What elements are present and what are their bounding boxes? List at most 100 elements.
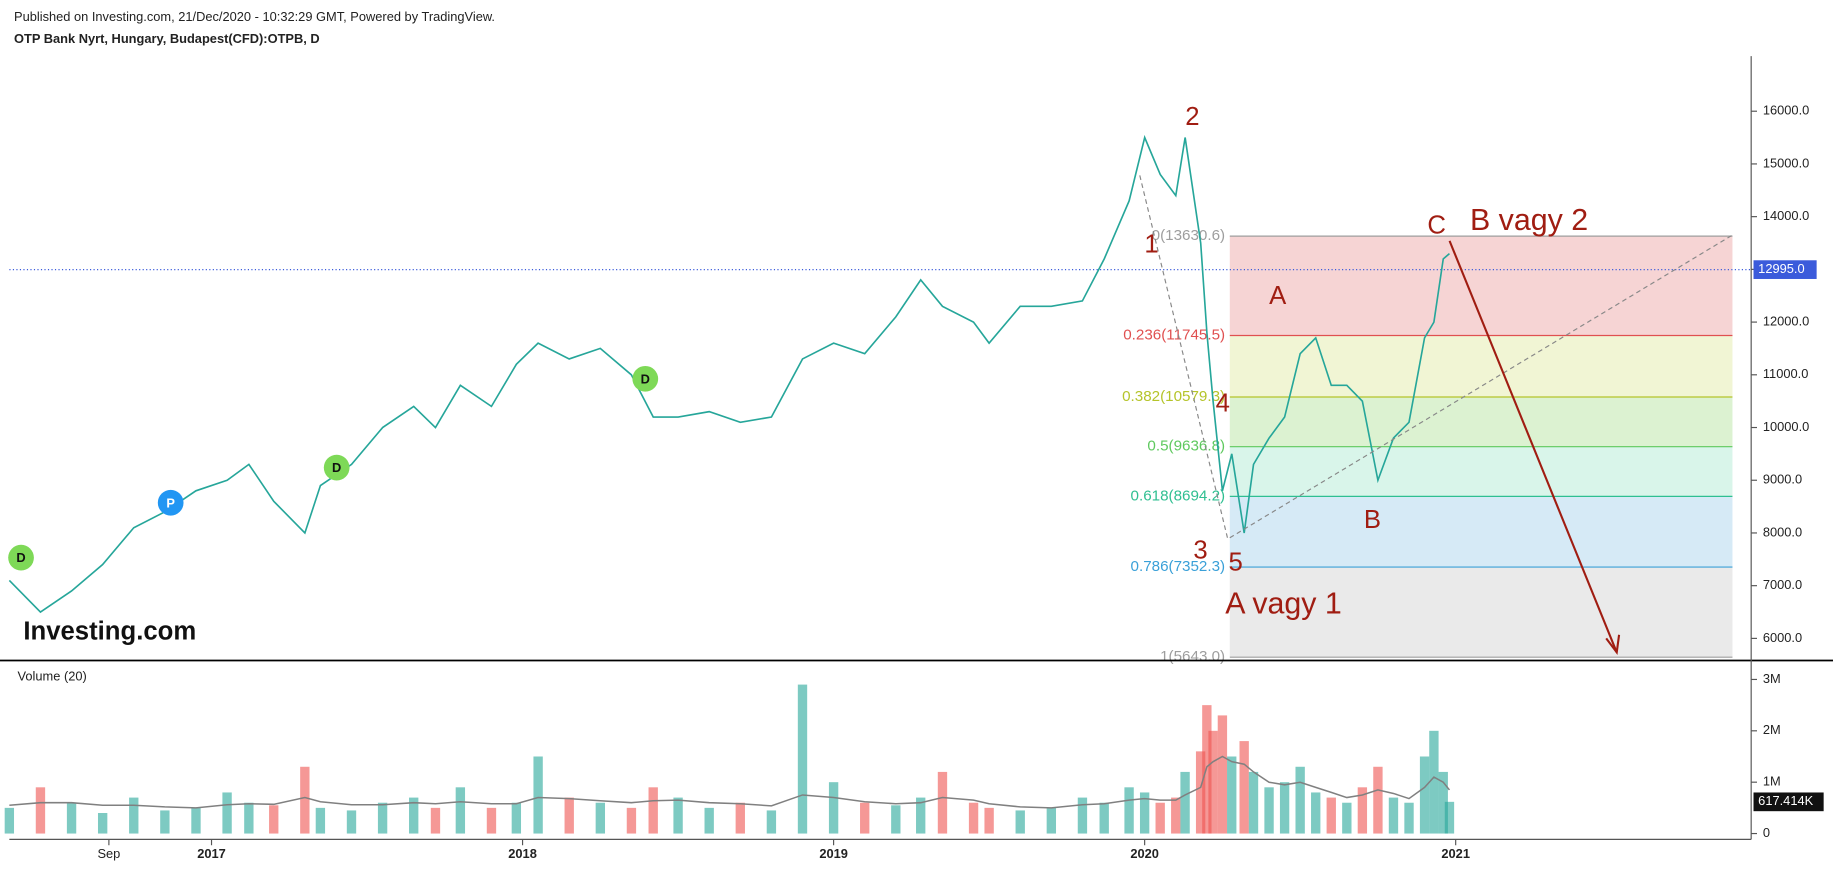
volume-bar [984, 807, 994, 834]
volume-bar [1373, 766, 1383, 834]
volume-bar [1217, 715, 1228, 834]
volume-bar [300, 766, 310, 834]
volume-bar [626, 807, 637, 834]
volume-bar [1357, 787, 1368, 834]
last-price-box [1753, 260, 1817, 279]
volume-bar [766, 810, 777, 834]
volume-bar [409, 797, 419, 834]
volume-bar [533, 756, 543, 834]
volume-bar [1264, 787, 1274, 834]
price-line [8, 134, 1450, 614]
volume-bar [1295, 766, 1305, 834]
y-tick-label: 15000.0 [1763, 155, 1809, 170]
x-tick-label: 2020 [1130, 846, 1159, 861]
published-note: Published on Investing.com, 21/Dec/2020 … [14, 9, 495, 24]
volume-tick-label: 2M [1763, 722, 1781, 737]
volume-bar [1429, 730, 1439, 834]
wave-label: B [1364, 506, 1381, 534]
wave-label: 4 [1216, 389, 1230, 417]
volume-bar [1155, 802, 1165, 834]
symbol-title: OTP Bank Nyrt, Hungary, Budapest(CFD):OT… [14, 31, 320, 46]
volume-bar [1342, 802, 1352, 834]
y-tick-label: 11000.0 [1763, 366, 1808, 381]
volume-tick-label: 0 [1763, 825, 1770, 840]
volume-bar [244, 802, 254, 834]
volume-bar [1227, 756, 1237, 834]
event-label: P [166, 495, 175, 510]
wave-label: B vagy 2 [1470, 203, 1588, 237]
volume-bar [1311, 792, 1321, 834]
volume-bar [1015, 810, 1025, 834]
y-tick-label: 6000.0 [1763, 630, 1802, 645]
volume-last-label: 617.414K [1758, 793, 1813, 808]
y-tick-label: 8000.0 [1763, 524, 1802, 539]
volume-bar [916, 797, 926, 834]
volume-bar [860, 802, 870, 834]
volume-bar [97, 813, 108, 834]
forecast-arrow [1448, 240, 1618, 653]
volume-bar [937, 771, 948, 834]
volume-ma [9, 755, 1451, 809]
fib-zone [1229, 496, 1733, 568]
volume-bar [1438, 771, 1448, 834]
volume-bar [1279, 782, 1290, 834]
volume-bar [1077, 797, 1088, 834]
wave-label: A vagy 1 [1225, 587, 1342, 621]
fib-label: 0.5(9636.8) [1147, 438, 1225, 455]
volume-bar [1419, 756, 1430, 834]
volume-bar [704, 807, 714, 834]
fib-label: 0.618(8694.2) [1131, 487, 1226, 504]
volume-bar [1326, 797, 1336, 834]
volume-bar [66, 802, 77, 834]
event-marker [323, 454, 350, 481]
watermark: Investing.com [23, 617, 196, 645]
event-label: D [641, 371, 650, 386]
wave-label: 5 [1228, 548, 1242, 576]
volume-bar [735, 802, 745, 834]
wave-label: A [1269, 282, 1287, 310]
x-tick-label: 2021 [1441, 846, 1470, 861]
volume-bar [269, 805, 279, 834]
volume-bar [648, 787, 658, 834]
volume-bar [486, 807, 497, 834]
volume-bar [1248, 771, 1259, 834]
volume-bar [4, 807, 15, 834]
fib-zone [1229, 567, 1733, 658]
volume-last-box [1753, 792, 1824, 812]
volume-bar [1208, 730, 1218, 834]
volume-bar [191, 807, 201, 834]
y-tick-label: 10000.0 [1763, 419, 1809, 434]
fib-zone [1229, 396, 1733, 447]
volume-bar [564, 797, 574, 834]
x-tick-label: 2017 [197, 846, 226, 861]
fib-label: 0(13630.6) [1152, 227, 1225, 244]
fib-label: 0.236(11745.5) [1123, 327, 1225, 344]
volume-bar [1139, 792, 1150, 834]
arrow-head [1605, 634, 1621, 656]
wave-label: 2 [1185, 103, 1199, 131]
last-price-label: 12995.0 [1758, 261, 1804, 276]
volume-bar [1180, 771, 1190, 834]
volume-bar [35, 787, 46, 834]
wave-label: C [1427, 212, 1446, 240]
volume-bar [595, 802, 606, 834]
volume-bar [455, 787, 466, 834]
volume-bar [1099, 802, 1109, 834]
event-label: D [16, 550, 25, 565]
volume-bar [1444, 801, 1455, 834]
event-marker [632, 365, 659, 392]
volume-bar [797, 684, 808, 834]
volume-bar [430, 807, 441, 834]
y-tick-label: 12000.0 [1763, 313, 1809, 328]
fib-zone [1229, 335, 1733, 397]
volume-bar [1195, 751, 1206, 834]
y-tick-label: 7000.0 [1763, 577, 1802, 592]
plot-layer: 0(13630.6) 0.236(11745.5) 0.382(10579.3) 0.… [4, 103, 1824, 861]
volume-bar [1171, 797, 1181, 834]
volume-tick-label: 3M [1763, 671, 1781, 686]
volume-bar [346, 810, 357, 834]
wave-label: 3 [1193, 537, 1207, 565]
volume-bar [1046, 807, 1057, 834]
